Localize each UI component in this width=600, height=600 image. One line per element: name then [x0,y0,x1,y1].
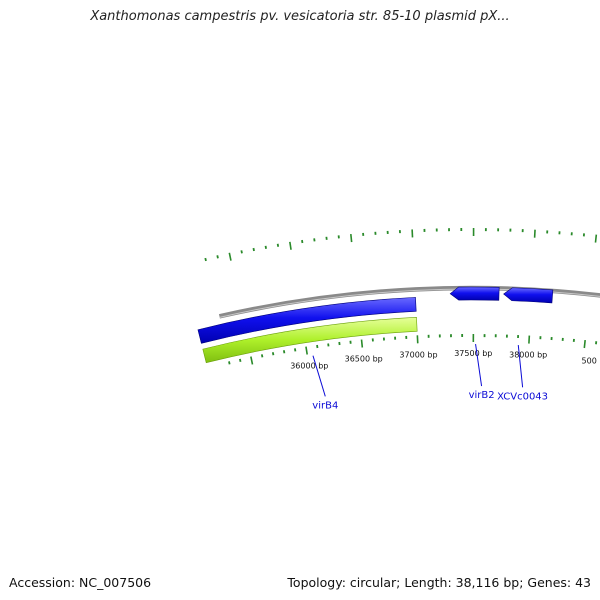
outer-tick [594,234,598,243]
tick-label: 500 bp [582,356,600,365]
inner-tick [282,350,286,354]
outer-tick [240,250,243,254]
feature-virb2 [449,286,500,301]
inner-tick-ring [228,334,598,365]
feature-layer [197,286,554,364]
feature-virb4-gene [202,317,418,364]
inner-tick [239,358,242,363]
gene-label-virb4: virB4 [312,400,338,411]
backbone-ring [218,285,600,319]
feature-virb4 [197,297,417,344]
inner-tick [228,361,231,365]
outer-tick-ring [204,228,598,262]
tick-label: 37500 bp [454,349,492,358]
outer-tick [264,245,267,249]
tick-label: 36000 bp [290,361,328,370]
feature-xcvc0043 [503,287,554,304]
inner-tick [250,356,254,365]
tick-label: 36500 bp [345,354,383,363]
backbone-arc [218,285,600,319]
inner-tick [583,339,586,349]
outer-tick [228,252,232,261]
topology-summary: Topology: circular; Length: 38,116 bp; G… [287,575,591,590]
inner-tick [260,354,264,358]
inner-tick [360,339,364,348]
accession-label: Accession: NC_007506 [9,575,152,590]
gene-label-virb2: virB2 [469,390,495,401]
outer-tick [216,255,219,259]
gene-label-xcvc0043: XCVc0043 [497,391,548,402]
gene-leader-line [475,343,483,387]
tick-label: 37000 bp [399,350,437,359]
backbone-highlight [219,288,600,318]
outer-tick [350,234,353,243]
map-title: Xanthomonas campestris pv. vesicatoria s… [90,9,510,24]
outer-tick [204,257,207,262]
outer-tick [252,247,255,252]
inner-tick [305,346,308,355]
gene-leader-line [517,344,524,388]
inner-tick [271,352,275,356]
gene-label-layer: virB4 virB2 XCVc0043 [312,343,548,411]
gene-leader-line [312,355,326,397]
outer-tick [289,241,292,250]
tick-label: 38000 bp [509,351,547,360]
tick-label-layer: 36000 bp 36500 bp 37000 bp 37500 bp 38000 bp… [290,349,600,370]
